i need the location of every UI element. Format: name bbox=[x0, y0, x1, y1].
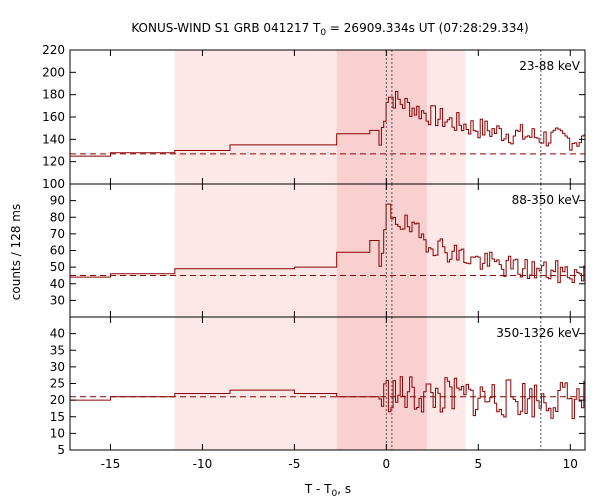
y-tick-label: 120 bbox=[42, 155, 65, 169]
chart-title: KONUS-WIND S1 GRB 041217 T0 = 26909.334s… bbox=[131, 21, 528, 38]
y-tick-label: 35 bbox=[50, 343, 65, 357]
x-axis-label-main: T - T bbox=[304, 482, 332, 496]
y-tick-label: 80 bbox=[50, 210, 65, 224]
y-tick-label: 30 bbox=[50, 293, 65, 307]
y-tick-label: 30 bbox=[50, 360, 65, 374]
panel-1: 100 120 140 160 180 200 220 23-88 keV bbox=[42, 43, 586, 191]
y-tick-label: 40 bbox=[50, 277, 65, 291]
x-axis-label-subscript: 0 bbox=[332, 489, 338, 499]
y-tick-label: 220 bbox=[42, 43, 65, 57]
y-tick-label: 40 bbox=[50, 327, 65, 341]
energy-band-label: 350-1326 keV bbox=[496, 326, 580, 340]
x-tick-label: -15 bbox=[101, 457, 121, 471]
x-tick-label: -5 bbox=[288, 457, 300, 471]
y-tick-label: 160 bbox=[42, 110, 65, 124]
y-tick-label: 10 bbox=[50, 426, 65, 440]
x-tick-label: -10 bbox=[193, 457, 213, 471]
y-tick-label: 15 bbox=[50, 410, 65, 424]
energy-band-label: 88-350 keV bbox=[512, 193, 581, 207]
panel-3: 5 10 15 20 25 30 35 40 350-1326 keV bbox=[50, 316, 586, 457]
y-tick-label: 180 bbox=[42, 88, 65, 102]
y-tick-label: 60 bbox=[50, 244, 65, 258]
light-curve-series bbox=[70, 203, 585, 284]
y-tick-label: 25 bbox=[50, 377, 65, 391]
light-curve-series bbox=[70, 90, 585, 157]
y-tick-label: 90 bbox=[50, 194, 65, 208]
x-axis-label: T - T0, s bbox=[304, 482, 351, 499]
x-axis-label-rest: , s bbox=[337, 482, 351, 496]
y-tick-label: 100 bbox=[42, 177, 65, 191]
y-axis-label: counts / 128 ms bbox=[9, 204, 23, 300]
x-tick-label: 0 bbox=[383, 457, 391, 471]
chart-title-rest: = 26909.334s UT (07:28:29.334) bbox=[326, 21, 529, 35]
y-tick-label: 70 bbox=[50, 227, 65, 241]
y-tick-label: 200 bbox=[42, 65, 65, 79]
panel-2: 30 40 50 60 70 80 90 88-350 keV bbox=[50, 183, 586, 318]
y-tick-label: 50 bbox=[50, 260, 65, 274]
y-tick-label: 20 bbox=[50, 393, 65, 407]
energy-band-label: 23-88 keV bbox=[519, 59, 581, 73]
chart-title-main: KONUS-WIND S1 GRB 041217 T bbox=[131, 21, 321, 35]
x-tick-label: 10 bbox=[563, 457, 578, 471]
light-curve-series bbox=[70, 376, 585, 420]
shaded-interval-dark bbox=[336, 50, 427, 450]
y-tick-label: 140 bbox=[42, 132, 65, 146]
x-tick-label: 5 bbox=[475, 457, 483, 471]
chart-title-subscript: 0 bbox=[320, 28, 326, 38]
y-tick-label: 5 bbox=[57, 443, 65, 457]
